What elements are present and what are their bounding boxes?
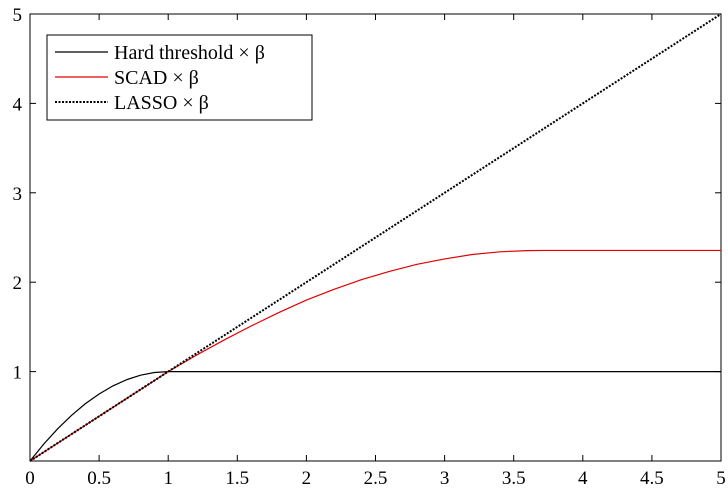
- series-lines: [29, 13, 722, 462]
- legend-label: Hard threshold × β: [114, 42, 265, 64]
- y-tick-label: 3: [13, 184, 23, 205]
- y-tick-label: 4: [13, 94, 23, 115]
- x-tick-label: 2: [302, 468, 312, 489]
- x-tick-label: 4: [578, 468, 588, 489]
- x-tick-label: 1.5: [225, 468, 249, 489]
- x-tick-label: 3.5: [502, 468, 526, 489]
- series-line-scad: [29, 249, 721, 462]
- x-tick-label: 0: [25, 468, 35, 489]
- x-tick-label: 5: [716, 468, 726, 489]
- series-line-lasso: [29, 13, 722, 462]
- y-tick-label: 5: [13, 5, 23, 26]
- x-tick-label: 4.5: [640, 468, 664, 489]
- x-tick-label: 0.5: [87, 468, 111, 489]
- x-tick-label: 2.5: [364, 468, 388, 489]
- y-tick-label: 2: [13, 273, 23, 294]
- legend-label: LASSO × β: [114, 92, 209, 114]
- legend-label: SCAD × β: [114, 67, 199, 89]
- x-tick-label: 3: [440, 468, 450, 489]
- legend: Hard threshold × β SCAD × β LASSO × β: [46, 34, 313, 121]
- x-tick-label: 1: [163, 468, 173, 489]
- y-tick-label: 1: [13, 363, 23, 384]
- tick-labels: 0 0.5 1 1.5 2 2.5 3 3.5 4 4.5 5 1 2 3 4 5: [13, 5, 726, 489]
- series-line-hard: [29, 371, 721, 462]
